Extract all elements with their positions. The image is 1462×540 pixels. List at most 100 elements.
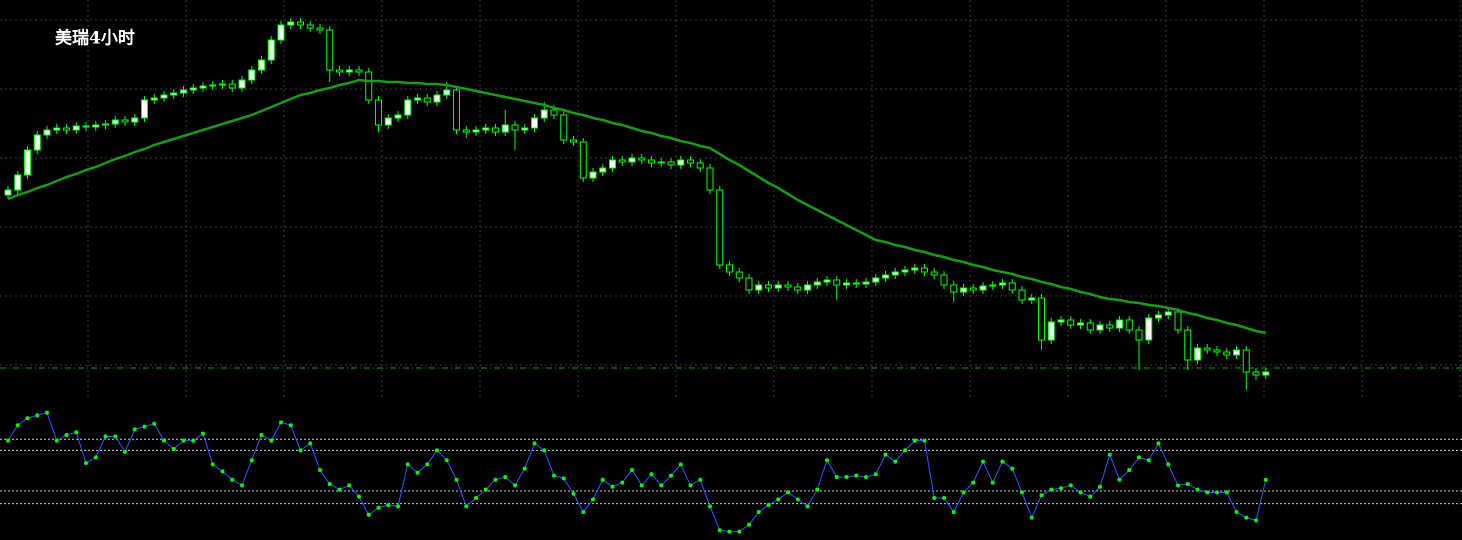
oscillator-point <box>1244 515 1249 520</box>
candle-body <box>63 127 70 131</box>
candle-body <box>648 159 655 164</box>
oscillator-point <box>474 496 478 500</box>
oscillator-point <box>717 528 722 533</box>
candle-body <box>306 24 314 29</box>
candle-body <box>1018 289 1026 301</box>
candle-body <box>570 139 577 143</box>
oscillator-point <box>649 472 654 477</box>
candle-body <box>423 97 431 103</box>
oscillator-point <box>45 410 49 415</box>
oscillator-point <box>766 503 771 507</box>
oscillator-point <box>35 413 40 418</box>
candle-body <box>882 274 889 279</box>
oscillator-point <box>581 510 586 514</box>
candle-body <box>745 277 753 291</box>
candle-body <box>813 281 821 286</box>
candle-body <box>599 167 607 173</box>
candle-body <box>774 284 782 289</box>
candle-body <box>1164 311 1172 316</box>
oscillator-point <box>971 480 976 485</box>
oscillator-point <box>610 484 615 489</box>
oscillator-point <box>279 420 283 425</box>
oscillator-point <box>132 427 137 432</box>
oscillator-point <box>727 529 732 534</box>
candle-body <box>4 189 12 196</box>
oscillator-point <box>630 468 634 472</box>
candle-body <box>560 114 568 141</box>
candle-body <box>823 279 831 283</box>
oscillator-point <box>883 452 888 457</box>
candle-body <box>1145 317 1153 341</box>
oscillator-point <box>113 434 118 439</box>
candle-body <box>1086 322 1094 331</box>
candle-body <box>540 109 548 119</box>
candle-body <box>180 89 187 94</box>
candle-body <box>287 21 295 26</box>
oscillator-point <box>444 458 449 463</box>
candle-body <box>267 39 275 61</box>
oscillator-point <box>659 483 664 488</box>
oscillator-point <box>698 477 703 482</box>
candle-body <box>979 285 987 291</box>
oscillator-point <box>893 459 898 464</box>
oscillator-point <box>54 438 59 443</box>
candle-body <box>1047 321 1055 341</box>
candle-body <box>248 69 256 81</box>
oscillator-point <box>1156 441 1161 446</box>
oscillator-point <box>854 473 859 478</box>
candle-body <box>1116 319 1123 329</box>
oscillator-point <box>1010 466 1015 471</box>
candle-body <box>1135 329 1143 341</box>
candle-body <box>579 141 587 179</box>
oscillator-point <box>903 448 907 453</box>
candle-body <box>209 84 217 87</box>
oscillator-point <box>639 483 644 488</box>
candle-body <box>336 69 343 73</box>
oscillator-point <box>932 496 937 500</box>
oscillator-point <box>542 448 547 453</box>
candle-body <box>1233 349 1240 356</box>
candle-body <box>755 284 763 291</box>
oscillator-point <box>864 475 868 479</box>
oscillator-point <box>961 490 966 495</box>
oscillator-line <box>7 411 1267 533</box>
oscillator-point <box>951 510 956 514</box>
oscillator-point <box>142 424 147 429</box>
candle-body <box>784 284 792 288</box>
oscillator-point <box>210 462 215 467</box>
candle-body <box>170 92 178 96</box>
oscillator-point <box>84 461 88 465</box>
oscillator-point <box>873 472 878 477</box>
candle-body <box>414 97 421 101</box>
candle-body <box>189 87 197 91</box>
candle-body <box>960 287 967 293</box>
candle-body <box>111 119 119 125</box>
chart-title: 美瑞4小时 <box>55 28 135 49</box>
candle-body <box>365 71 373 101</box>
candle-body <box>1096 324 1104 331</box>
oscillator-point <box>230 477 235 482</box>
candle-body <box>150 97 158 101</box>
oscillator-point <box>1059 486 1063 491</box>
oscillator-point <box>425 462 430 467</box>
candle-body <box>24 149 31 176</box>
oscillator-point <box>357 494 361 499</box>
oscillator-point <box>795 497 800 502</box>
oscillator-point <box>103 434 108 439</box>
oscillator-point <box>1000 459 1005 464</box>
oscillator-point <box>1254 518 1258 523</box>
oscillator-point <box>1166 462 1171 467</box>
oscillator-point <box>756 510 761 514</box>
candle-body <box>999 282 1006 286</box>
oscillator-point <box>1127 468 1132 472</box>
candle-body <box>82 125 90 128</box>
oscillator-point <box>786 490 790 495</box>
oscillator-point <box>678 462 683 467</box>
candle-body <box>1106 324 1114 329</box>
candle-body <box>43 129 51 136</box>
moving-average <box>7 78 1267 335</box>
oscillator-point <box>1107 452 1112 457</box>
oscillator-point <box>1117 477 1122 482</box>
oscillator-point <box>15 423 20 428</box>
